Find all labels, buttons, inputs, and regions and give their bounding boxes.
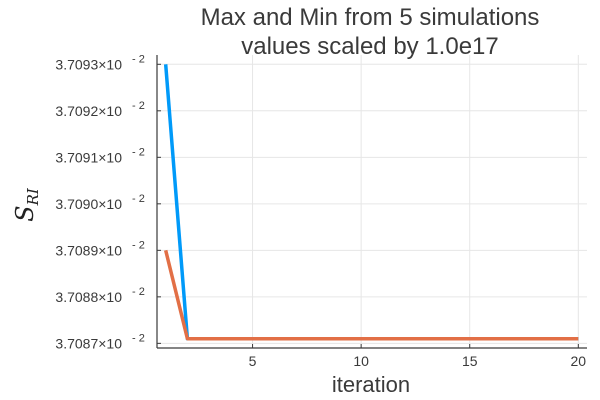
- y-axis-label-group: SRI: [11, 187, 42, 222]
- chart-title-line-1: Max and Min from 5 simulations: [201, 4, 540, 31]
- y-tick-label-6: 3.7093×10 - 2: [55, 53, 144, 72]
- y-tick-label-main-5: 3.7092×10: [55, 103, 122, 119]
- y-tick-label-main-2: 3.7089×10: [55, 242, 122, 258]
- series-lines: [163, 64, 579, 341]
- y-axis-label-subscript: RI: [24, 187, 42, 206]
- y-tick-label-main-6: 3.7093×10: [55, 56, 122, 72]
- x-axis-label: iteration: [332, 372, 410, 397]
- y-tick-label-4: 3.7091×10 - 2: [55, 146, 144, 165]
- y-tick-label-main-0: 3.7087×10: [55, 335, 122, 351]
- y-tick-label-exp-2: - 2: [132, 239, 145, 251]
- x-tick-label-1: 10: [353, 353, 369, 369]
- y-axis-label-main: S: [11, 205, 39, 221]
- y-axis-label: SRI: [11, 187, 42, 222]
- y-tick-label-exp-6: - 2: [132, 53, 145, 65]
- axes-frame: [156, 55, 587, 349]
- chart-title-line-2: values scaled by 1.0e17: [241, 33, 499, 60]
- x-tick-label-2: 15: [462, 353, 478, 369]
- y-tick-label-exp-3: - 2: [132, 193, 145, 205]
- y-tick-label-main-4: 3.7091×10: [55, 149, 122, 165]
- series-line-1: [163, 249, 579, 341]
- y-tick-label-main-3: 3.7090×10: [55, 196, 122, 212]
- ticks: 5 10 15 203.7087×10- 23.7088×10- 23.7089×10…: [55, 53, 586, 369]
- y-tick-label-0: 3.7087×10 - 2: [55, 332, 144, 351]
- y-tick-label-1: 3.7088×10 - 2: [55, 286, 144, 305]
- y-tick-label-exp-1: - 2: [132, 286, 145, 298]
- y-tick-label-exp-5: - 2: [132, 100, 145, 112]
- y-tick-label-5: 3.7092×10 - 2: [55, 100, 144, 119]
- y-tick-label-main-1: 3.7088×10: [55, 289, 122, 305]
- grid: [157, 55, 587, 348]
- y-tick-label-exp-0: - 2: [132, 332, 145, 344]
- y-tick-label-exp-4: - 2: [132, 146, 145, 158]
- y-tick-label-2: 3.7089×10 - 2: [55, 239, 144, 258]
- x-tick-label-0: 5: [249, 353, 257, 369]
- y-tick-label-3: 3.7090×10 - 2: [55, 193, 144, 212]
- x-tick-label-3: 20: [571, 353, 587, 369]
- series-line-0: [163, 64, 579, 341]
